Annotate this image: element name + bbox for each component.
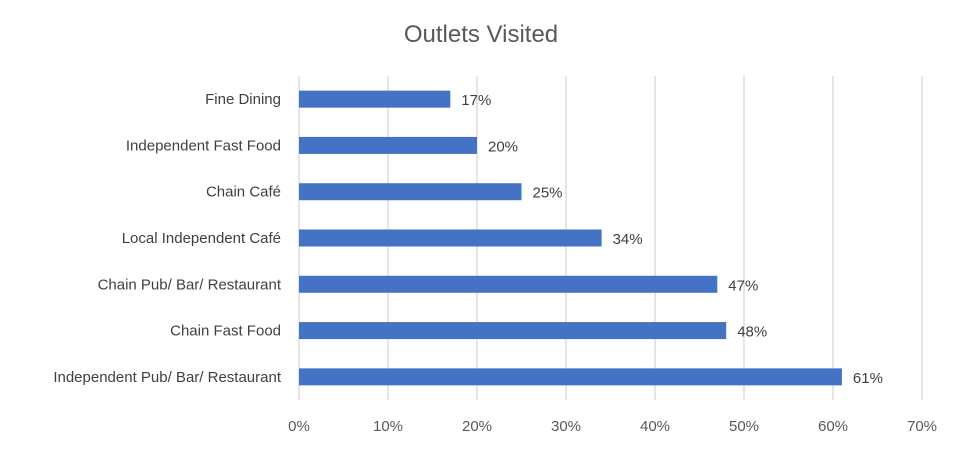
x-tick-label: 20% xyxy=(462,418,492,435)
data-label: 34% xyxy=(613,231,643,248)
bar xyxy=(299,136,477,154)
category-label: Local Independent Café xyxy=(122,230,281,247)
data-label: 61% xyxy=(853,370,883,387)
data-label: 25% xyxy=(533,185,563,202)
bar xyxy=(299,90,451,108)
category-label: Independent Pub/ Bar/ Restaurant xyxy=(53,369,281,386)
category-label: Fine Dining xyxy=(205,91,281,108)
bars xyxy=(299,90,842,386)
bar xyxy=(299,322,727,340)
bar xyxy=(299,183,522,201)
data-label: 17% xyxy=(461,92,491,109)
category-labels: Fine Dining Independent Fast Food Chain Ca… xyxy=(53,91,282,386)
bar xyxy=(299,229,602,247)
data-label: 47% xyxy=(728,277,758,294)
x-tick-label: 40% xyxy=(640,418,670,435)
x-tick-label: 30% xyxy=(551,418,581,435)
category-label: Chain Café xyxy=(206,184,281,201)
category-label: Chain Fast Food xyxy=(170,323,281,340)
x-tick-label: 50% xyxy=(729,418,759,435)
x-tick-label: 0% xyxy=(288,418,310,435)
data-labels: 17% 20% 25% 34% 47% 48% 61% xyxy=(461,92,883,387)
bar xyxy=(299,368,842,386)
data-label: 48% xyxy=(737,324,767,341)
category-label: Independent Fast Food xyxy=(126,137,281,154)
chart-title: Outlets Visited xyxy=(404,21,558,48)
x-tick-label: 70% xyxy=(907,418,937,435)
x-tick-label: 60% xyxy=(818,418,848,435)
data-label: 20% xyxy=(488,138,518,155)
category-label: Chain Pub/ Bar/ Restaurant xyxy=(98,276,282,293)
x-axis-tick-labels: 0% 10% 20% 30% 40% 50% 60% 70% xyxy=(288,418,937,435)
bar xyxy=(299,275,718,293)
x-tick-label: 10% xyxy=(373,418,403,435)
